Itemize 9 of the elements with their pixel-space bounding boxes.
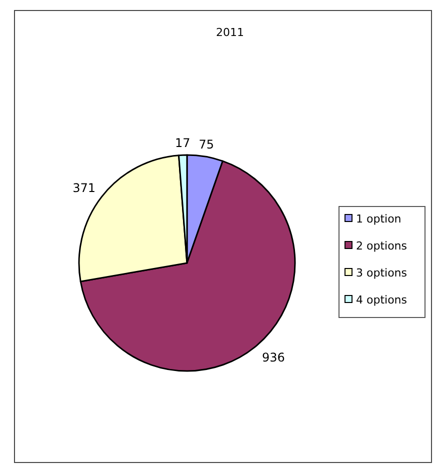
data-label: 17: [174, 136, 190, 150]
legend-label: 1 option: [356, 212, 402, 226]
data-label: 75: [198, 138, 214, 152]
data-label: 371: [72, 180, 96, 195]
data-label: 936: [262, 350, 285, 365]
legend-label: 4 options: [356, 294, 408, 306]
chart-title: 2011: [216, 26, 244, 39]
legend-label: 3 options: [356, 266, 408, 280]
legend-label: 2 options: [356, 240, 408, 252]
